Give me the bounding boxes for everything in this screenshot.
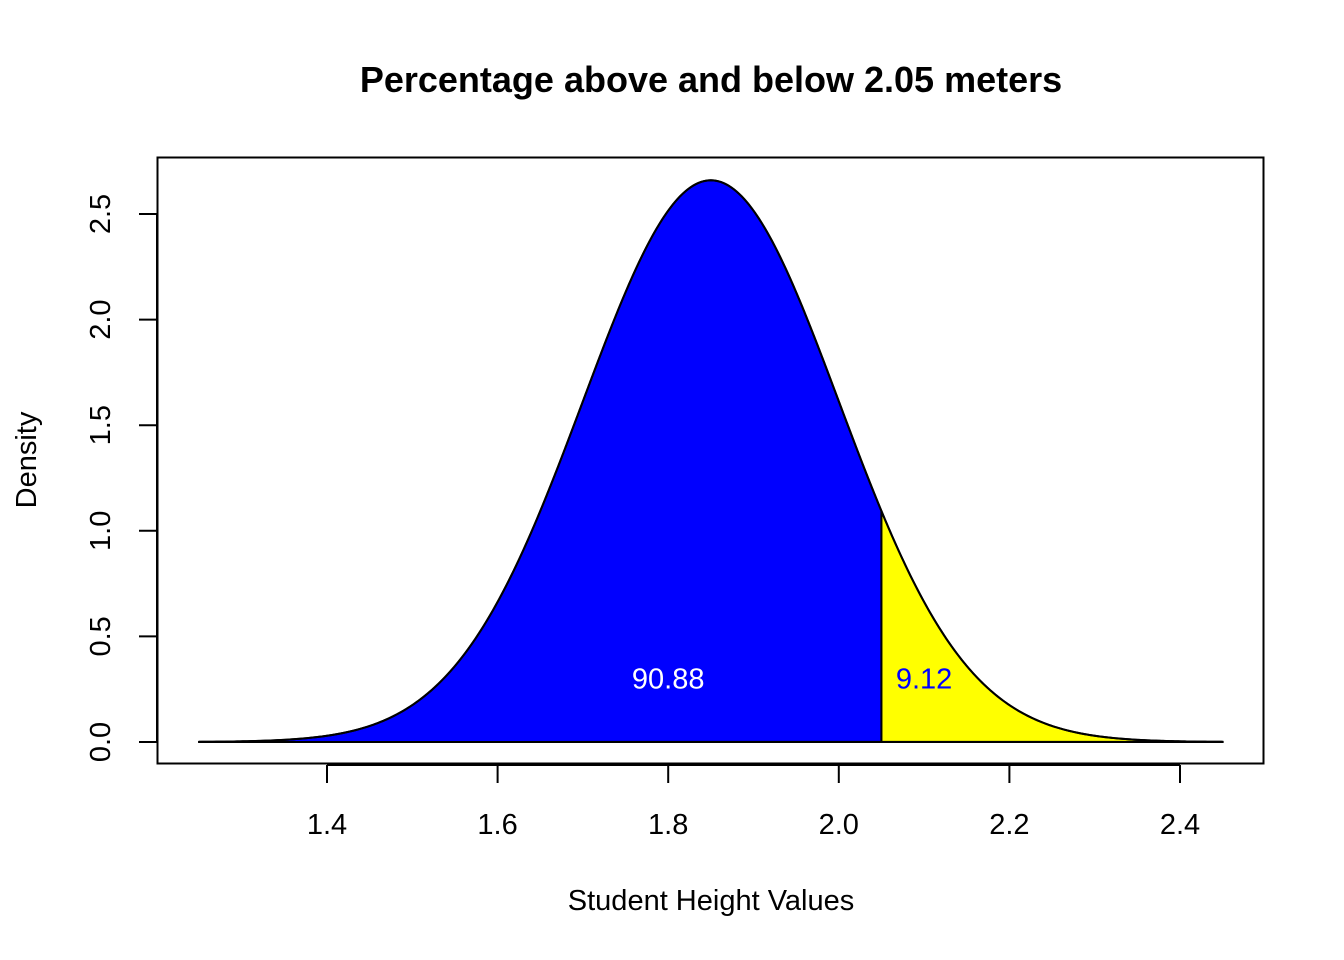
y-tick-label: 2.0 xyxy=(85,299,117,339)
x-tick-label: 1.4 xyxy=(307,809,347,841)
region-below xyxy=(198,179,883,743)
density-curve xyxy=(199,179,1223,743)
y-axis: 0.0 0.5 1.0 1.5 2.0 2.5 xyxy=(85,194,158,762)
y-tick-label: 1.5 xyxy=(85,405,117,445)
x-tick-label: 2.4 xyxy=(1160,809,1200,841)
y-tick-label: 2.5 xyxy=(85,194,117,234)
x-axis-label: Student Height Values xyxy=(568,885,854,917)
x-tick-label: 2.2 xyxy=(989,809,1029,841)
x-tick-label: 1.6 xyxy=(477,809,517,841)
x-axis: 1.4 1.6 1.8 2.0 2.2 2.4 xyxy=(307,764,1200,841)
y-tick-label: 0.0 xyxy=(85,722,117,762)
annotation-below: 90.88 xyxy=(632,664,705,696)
annotation-above: 9.12 xyxy=(896,664,952,696)
x-tick-label: 1.8 xyxy=(648,809,688,841)
x-tick-label: 2.0 xyxy=(819,809,859,841)
y-tick-label: 1.0 xyxy=(85,511,117,551)
y-axis-label: Density xyxy=(11,411,43,508)
chart-title: Percentage above and below 2.05 meters xyxy=(360,59,1062,100)
region-annotations: 90.88 9.12 xyxy=(632,664,952,696)
y-tick-label: 0.5 xyxy=(85,616,117,656)
region-above xyxy=(880,510,1224,743)
shaded-regions xyxy=(198,179,1224,743)
